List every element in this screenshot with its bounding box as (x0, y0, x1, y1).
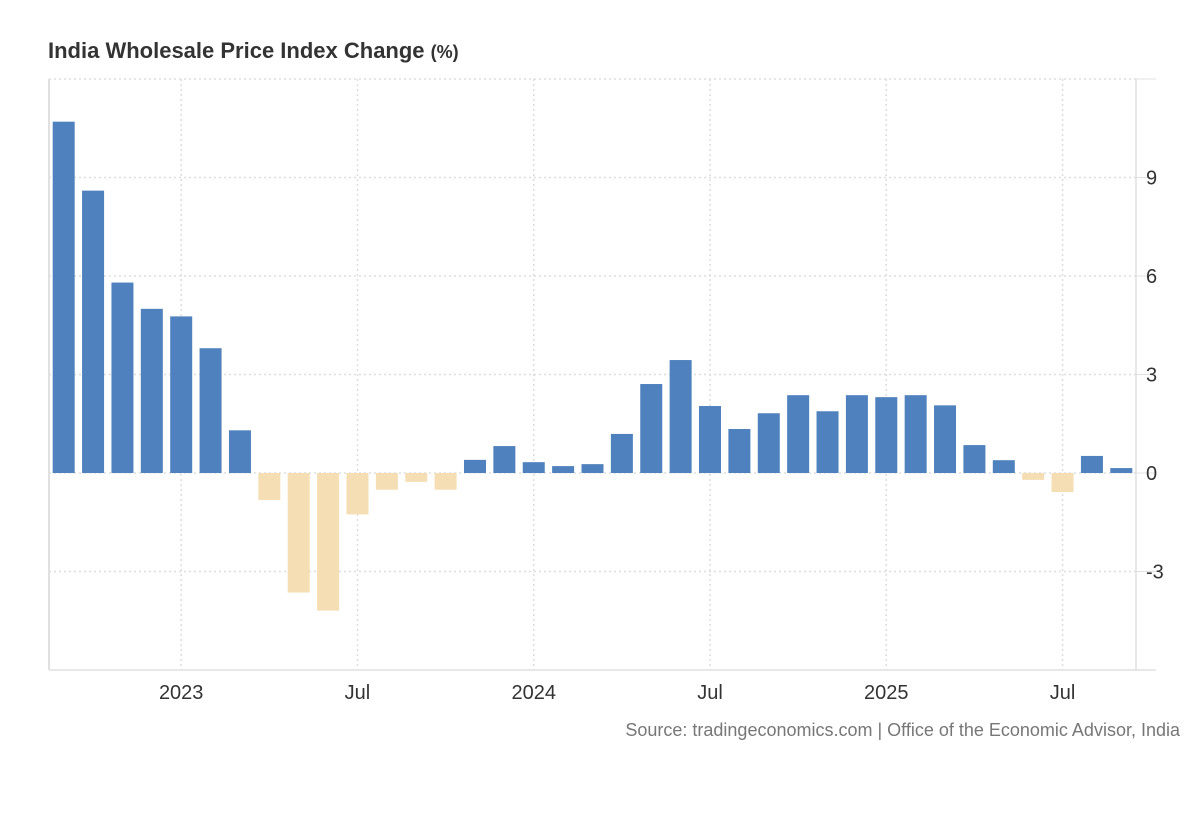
bar (669, 360, 692, 473)
source-note: Source: tradingeconomics.com | Office of… (625, 720, 1180, 740)
bar (317, 473, 340, 611)
bar (82, 190, 105, 473)
x-tick-label: 2025 (864, 682, 909, 704)
bar (552, 466, 575, 473)
x-tick-label: Jul (697, 682, 723, 704)
bar (1022, 473, 1045, 480)
bar (52, 121, 75, 473)
bar (992, 460, 1015, 473)
bar (346, 473, 369, 515)
chart-title-text: India Wholesale Price Index Change (48, 38, 425, 63)
bar (170, 316, 193, 473)
bar (375, 473, 398, 490)
bar (405, 473, 428, 482)
axes (48, 78, 1156, 671)
bar (287, 473, 310, 593)
bar (140, 308, 163, 473)
bar (581, 464, 604, 473)
y-axis-labels: -3 0 3 6 9 (1146, 168, 1164, 584)
bar (1110, 468, 1133, 473)
x-tick-label: Jul (345, 682, 371, 704)
y-tick-label: 3 (1146, 365, 1157, 387)
bar (963, 445, 986, 473)
bar (728, 429, 751, 473)
bar (787, 395, 810, 473)
bar (610, 433, 633, 473)
bar (1080, 455, 1103, 473)
bars (52, 121, 1133, 611)
y-tick-label: 6 (1146, 266, 1157, 288)
bar (258, 473, 281, 500)
y-tick-label: -3 (1146, 562, 1164, 584)
bar (1051, 473, 1074, 493)
bar (228, 430, 251, 473)
bar (757, 413, 780, 473)
bar (816, 411, 839, 473)
bar (463, 459, 486, 473)
bar (699, 406, 722, 473)
x-tick-label: 2023 (159, 682, 204, 704)
bar (522, 462, 545, 473)
bar (640, 384, 663, 473)
bar (934, 405, 957, 473)
y-tick-label: 0 (1146, 463, 1157, 485)
bar (493, 446, 516, 473)
chart-title: India Wholesale Price Index Change (%) (48, 38, 459, 64)
chart-title-unit: (%) (430, 42, 459, 62)
bar (904, 395, 927, 473)
x-tick-label: 2024 (511, 682, 556, 704)
bar (199, 348, 222, 473)
x-tick-label: Jul (1050, 682, 1076, 704)
bar (111, 282, 134, 473)
bar (434, 473, 457, 490)
bar (845, 395, 868, 473)
x-axis-labels: 2023 Jul 2024 Jul 2025 Jul (159, 682, 1075, 704)
bar (875, 397, 898, 473)
y-tick-label: 9 (1146, 168, 1157, 190)
